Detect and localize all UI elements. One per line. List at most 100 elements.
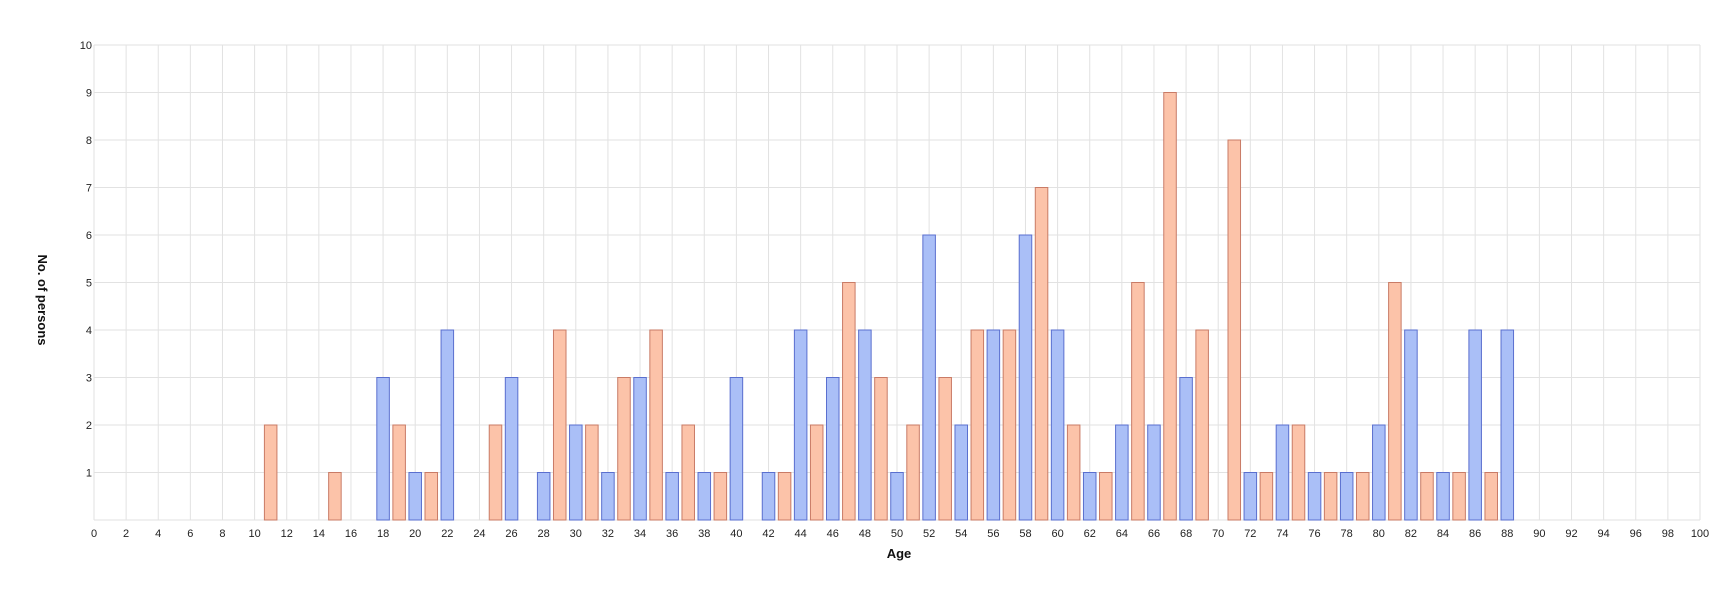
- x-axis-title: Age: [887, 546, 912, 561]
- y-tick-label: 6: [86, 230, 92, 242]
- bar-blue-age-30: [569, 424, 583, 521]
- x-tick-label: 84: [1437, 528, 1449, 540]
- x-tick-label: 34: [634, 528, 646, 540]
- x-tick-label: 42: [762, 528, 774, 540]
- bar-orange-age-53: [938, 377, 952, 521]
- x-tick-label: 14: [313, 528, 325, 540]
- bar-blue-age-54: [954, 424, 969, 521]
- x-tick-label: 78: [1341, 528, 1353, 540]
- x-tick-label: 100: [1691, 528, 1709, 540]
- x-tick-label: 22: [441, 528, 453, 540]
- x-tick-label: 66: [1148, 528, 1160, 540]
- y-tick-label: 5: [86, 278, 92, 290]
- bar-orange-age-37: [681, 424, 695, 521]
- bar-orange-age-31: [585, 424, 599, 521]
- bar-orange-age-65: [1131, 282, 1145, 521]
- bar-blue-age-38: [697, 472, 712, 521]
- x-tick-label: 50: [891, 528, 903, 540]
- x-tick-label: 46: [827, 528, 839, 540]
- y-tick-label: 7: [86, 183, 92, 195]
- x-tick-label: 76: [1308, 528, 1320, 540]
- bar-orange-age-57: [1002, 329, 1017, 521]
- bar-orange-age-55: [970, 329, 985, 521]
- bar-blue-age-20: [408, 472, 422, 521]
- bar-blue-age-66: [1147, 424, 1161, 521]
- x-tick-label: 10: [248, 528, 260, 540]
- y-axis-ticks: 1 2 3 4 5 6 7 8 9 10: [80, 40, 92, 480]
- bar-orange-age-67: [1163, 92, 1177, 521]
- x-axis-ticks: 0 2 4 6 8 10 12 14 16 18 20 22 24 26 28 30 32 34 36 38 40 42 4…: [91, 528, 1709, 540]
- x-tick-label: 6: [187, 528, 193, 540]
- bar-orange-age-43: [777, 472, 792, 521]
- bar-blue-age-68: [1179, 377, 1193, 521]
- bar-orange-age-19: [392, 424, 406, 521]
- bar-blue-age-76: [1307, 472, 1322, 521]
- x-tick-label: 52: [923, 528, 935, 540]
- bar-orange-age-87: [1484, 472, 1498, 521]
- y-tick-label: 8: [86, 135, 92, 147]
- bar-orange-age-51: [906, 424, 920, 521]
- bar-orange-age-49: [874, 377, 888, 521]
- grid: [93, 44, 1701, 521]
- bar-blue-age-88: [1500, 329, 1515, 521]
- x-tick-label: 82: [1405, 528, 1417, 540]
- bar-orange-age-59: [1034, 187, 1049, 521]
- x-tick-label: 32: [602, 528, 614, 540]
- x-tick-label: 94: [1598, 528, 1610, 540]
- x-tick-label: 62: [1084, 528, 1096, 540]
- x-tick-label: 16: [345, 528, 357, 540]
- bar-blue-age-46: [826, 377, 840, 521]
- x-tick-label: 90: [1533, 528, 1545, 540]
- bar-orange-age-29: [552, 329, 567, 521]
- y-axis-title: No. of persons: [35, 254, 50, 345]
- bar-blue-age-28: [536, 472, 551, 521]
- bar-blue-age-44: [793, 329, 808, 521]
- y-tick-label: 4: [86, 325, 92, 337]
- x-tick-label: 96: [1630, 528, 1642, 540]
- bar-blue-age-36: [665, 472, 679, 521]
- bar-blue-age-84: [1436, 472, 1450, 521]
- bar-orange-age-61: [1066, 424, 1081, 521]
- x-tick-label: 12: [281, 528, 293, 540]
- x-tick-label: 2: [123, 528, 129, 540]
- y-tick-label: 10: [80, 40, 92, 52]
- x-tick-label: 86: [1469, 528, 1481, 540]
- bar-blue-age-22: [440, 329, 455, 521]
- x-tick-label: 92: [1565, 528, 1577, 540]
- bar-blue-age-82: [1404, 329, 1418, 521]
- x-tick-label: 56: [987, 528, 999, 540]
- bar-blue-age-18: [376, 377, 390, 521]
- x-tick-label: 38: [698, 528, 710, 540]
- y-tick-label: 2: [86, 420, 92, 432]
- bar-blue-age-48: [858, 329, 872, 521]
- bar-orange-age-83: [1420, 472, 1434, 521]
- bar-blue-age-86: [1468, 329, 1482, 521]
- x-tick-label: 4: [155, 528, 161, 540]
- x-tick-label: 24: [473, 528, 485, 540]
- x-tick-label: 18: [377, 528, 389, 540]
- bar-orange-age-47: [842, 282, 856, 521]
- bar-blue-age-64: [1115, 424, 1129, 521]
- bar-orange-age-77: [1323, 472, 1338, 521]
- bar-orange-age-69: [1195, 329, 1209, 521]
- bar-blue-age-78: [1339, 472, 1354, 521]
- x-tick-label: 20: [409, 528, 421, 540]
- x-tick-label: 26: [505, 528, 517, 540]
- y-tick-label: 9: [86, 88, 92, 100]
- x-tick-label: 72: [1244, 528, 1256, 540]
- x-tick-label: 8: [219, 528, 225, 540]
- bar-orange-age-11: [263, 424, 278, 521]
- x-tick-label: 88: [1501, 528, 1513, 540]
- x-tick-label: 40: [730, 528, 742, 540]
- x-tick-label: 54: [955, 528, 967, 540]
- bar-orange-age-75: [1291, 424, 1306, 521]
- bar-orange-age-85: [1452, 472, 1466, 521]
- bar-orange-age-63: [1099, 472, 1113, 521]
- x-tick-label: 44: [795, 528, 807, 540]
- bar-orange-age-35: [649, 329, 663, 521]
- bar-orange-age-21: [424, 472, 439, 521]
- x-tick-label: 74: [1276, 528, 1288, 540]
- bar-blue-age-62: [1082, 472, 1097, 521]
